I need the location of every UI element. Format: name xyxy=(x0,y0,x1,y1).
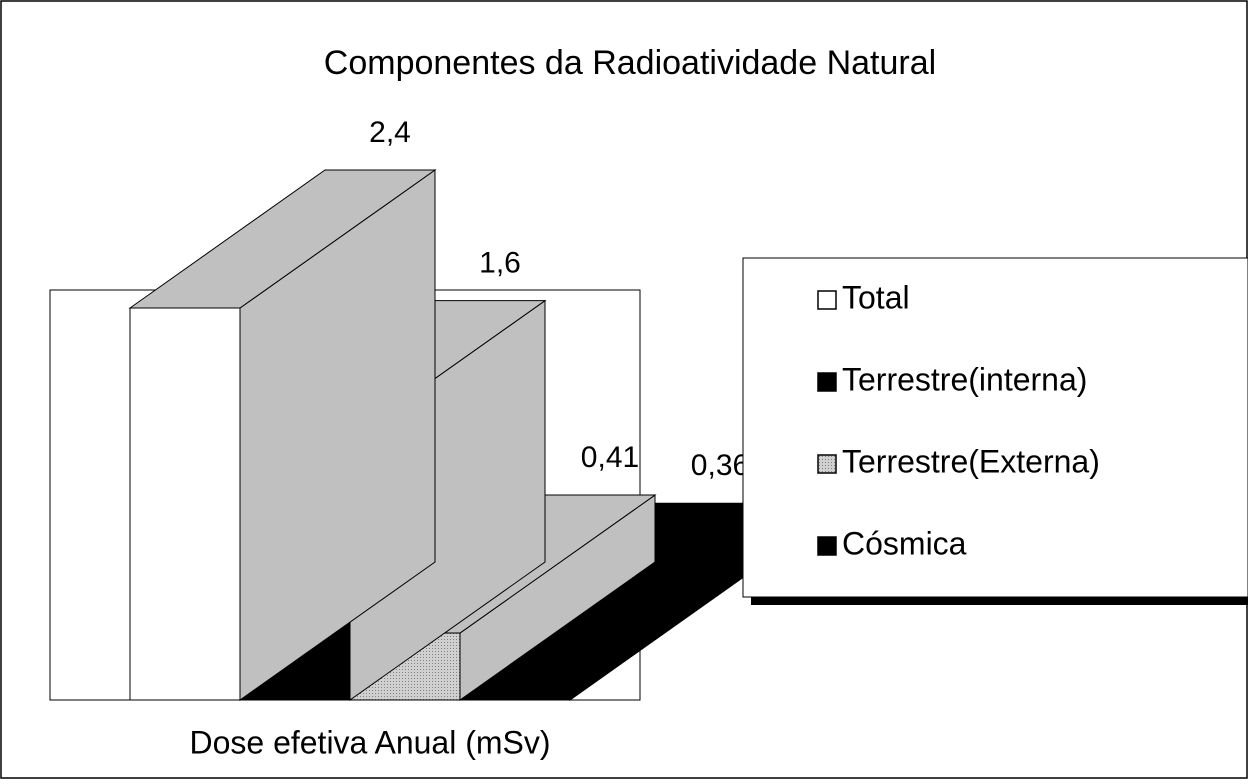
legend-swatch xyxy=(817,536,837,556)
legend-items: Total Terrestre(interna) Terrestre(Externa… xyxy=(817,279,1100,561)
x-axis-label: Dose efetiva Anual (mSv) xyxy=(189,724,550,760)
legend-swatch xyxy=(817,372,837,392)
legend-label: Terrestre(interna) xyxy=(842,361,1087,397)
value-label: 2,4 xyxy=(369,116,411,149)
legend-label: Terrestre(Externa) xyxy=(842,443,1100,479)
bars: 0,36 0,41 1,6 2,4 xyxy=(128,116,767,701)
bar xyxy=(129,307,241,701)
value-label: 0,41 xyxy=(581,441,639,474)
value-label: 1,6 xyxy=(479,247,521,280)
legend-label: Total xyxy=(842,279,910,315)
chart-title: Componentes da Radioatividade Natural xyxy=(324,44,936,82)
value-label: 0,36 xyxy=(691,449,749,482)
legend-label: Cósmica xyxy=(842,525,967,561)
legend-swatch xyxy=(817,454,837,474)
legend-swatch xyxy=(817,290,837,310)
